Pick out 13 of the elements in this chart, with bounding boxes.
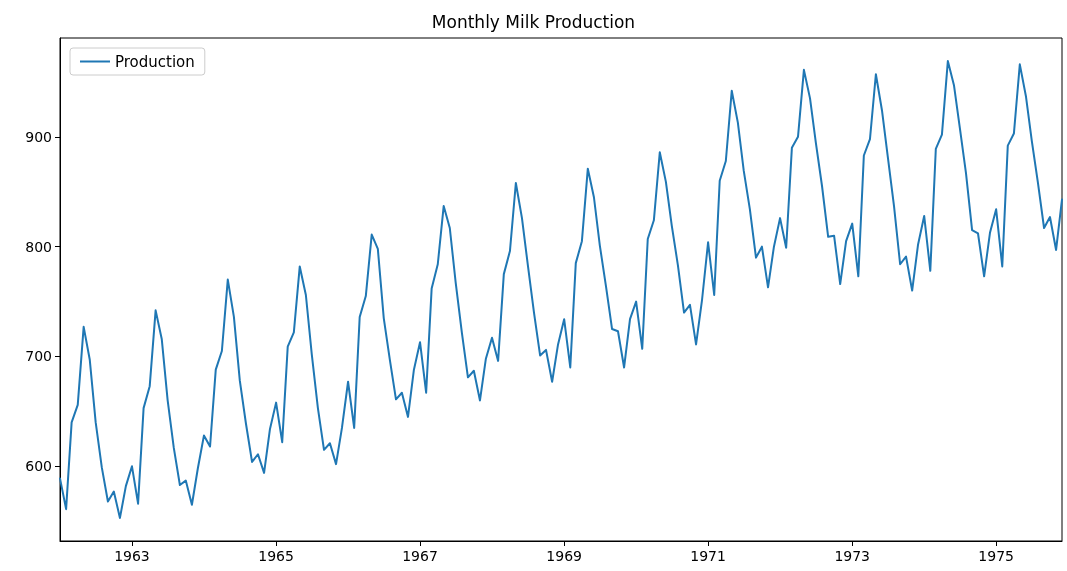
legend-label: Production [115, 52, 195, 71]
x-tick-label: 1963 [114, 548, 150, 564]
y-tick-label: 700 [25, 348, 52, 365]
x-tick-label: 1975 [978, 548, 1014, 564]
y-tick-label: 600 [25, 458, 52, 475]
y-tick-label: 900 [25, 128, 52, 145]
x-tick-label: 1969 [546, 548, 582, 564]
x-tick-label: 1973 [834, 548, 871, 564]
x-tick-label: 1965 [258, 548, 294, 564]
y-tick-label: 800 [25, 238, 52, 255]
x-tick-label: 1971 [690, 548, 726, 564]
chart-title: Monthly Milk Production [431, 11, 636, 32]
x-tick-label: 1967 [402, 548, 438, 564]
